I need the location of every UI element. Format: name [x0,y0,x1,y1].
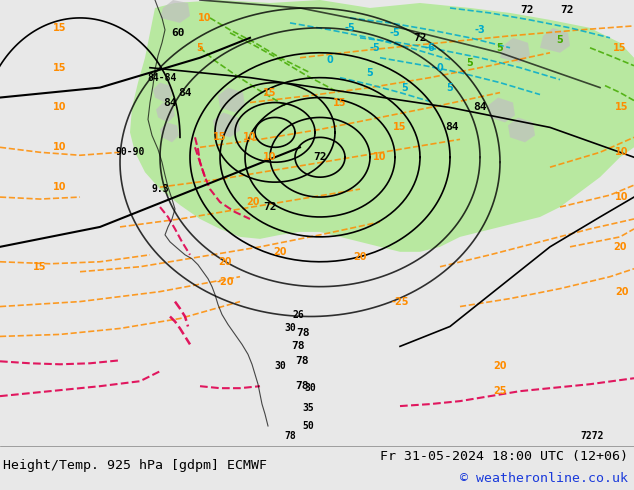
Text: 20: 20 [218,257,232,267]
Text: Fr 31-05-2024 18:00 UTC (12+06): Fr 31-05-2024 18:00 UTC (12+06) [380,450,628,464]
Text: 72: 72 [413,33,427,43]
Text: 10: 10 [53,102,67,113]
Text: 84: 84 [445,122,459,132]
Text: 10: 10 [263,152,277,162]
Text: 9.3: 9.3 [151,184,169,194]
Text: 50: 50 [302,421,314,431]
Polygon shape [508,118,535,142]
Text: 78: 78 [296,328,310,339]
Text: 78: 78 [295,381,309,391]
Text: -5: -5 [370,43,380,53]
Text: © weatheronline.co.uk: © weatheronline.co.uk [460,472,628,486]
Text: 26: 26 [292,310,304,319]
Polygon shape [153,83,172,102]
Text: 30: 30 [274,361,286,371]
Polygon shape [540,28,570,53]
Text: 20: 20 [613,242,627,252]
Text: 15: 15 [213,132,227,143]
Text: 10: 10 [198,13,212,23]
Text: 72: 72 [521,5,534,15]
Polygon shape [155,46,268,159]
Text: 7272: 7272 [580,431,604,441]
Text: 5: 5 [366,68,373,77]
Polygon shape [160,0,190,23]
Text: 10: 10 [53,142,67,152]
Text: 90-90: 90-90 [115,147,145,157]
Text: 5: 5 [446,83,453,93]
Text: 10: 10 [615,147,629,157]
Text: 15: 15 [53,63,67,73]
Text: 30: 30 [304,383,316,393]
Text: 35: 35 [302,403,314,413]
Text: 5: 5 [496,43,503,53]
Polygon shape [156,102,175,122]
Text: 5: 5 [467,58,474,68]
Text: 72: 72 [560,5,574,15]
Text: 15: 15 [33,262,47,272]
Text: -3: -3 [475,25,486,35]
Text: 0: 0 [327,55,333,65]
Text: Height/Temp. 925 hPa [gdpm] ECMWF: Height/Temp. 925 hPa [gdpm] ECMWF [3,459,267,472]
Text: 10: 10 [53,182,67,192]
Text: -5: -5 [390,28,401,38]
Text: 30: 30 [284,323,296,334]
Text: 84: 84 [473,102,487,113]
Polygon shape [213,113,240,137]
Text: 10: 10 [243,132,257,143]
Text: 20: 20 [615,287,629,296]
Text: 15: 15 [615,102,629,113]
Text: 84: 84 [178,88,191,98]
Text: 72: 72 [263,202,277,212]
Text: 10: 10 [615,192,629,202]
Text: 84-84: 84-84 [147,73,177,83]
Text: 20: 20 [273,247,287,257]
Text: 78: 78 [284,431,296,441]
Text: 5: 5 [401,83,408,93]
Text: 15: 15 [53,23,67,33]
Text: 25: 25 [493,386,507,396]
Text: 60: 60 [171,28,184,38]
Text: 0: 0 [437,63,443,73]
Text: 72: 72 [313,152,327,162]
Polygon shape [130,0,634,252]
Text: 15: 15 [263,88,277,98]
Text: -5: -5 [345,23,356,33]
Text: 78: 78 [295,356,309,367]
Text: -6: -6 [425,43,436,53]
Text: 10: 10 [373,152,387,162]
Text: 84: 84 [163,98,177,107]
Text: 20: 20 [246,197,260,207]
Text: 15: 15 [613,43,627,53]
Text: 20: 20 [353,252,366,262]
Text: -25: -25 [391,296,409,307]
Polygon shape [500,38,530,63]
Polygon shape [218,88,245,113]
Text: 78: 78 [291,342,305,351]
Polygon shape [160,122,179,142]
Text: 5: 5 [197,43,204,53]
Text: 15: 15 [333,98,347,107]
Polygon shape [488,98,515,122]
Text: 20: 20 [493,361,507,371]
Text: 15: 15 [393,122,407,132]
Text: -20: -20 [216,277,234,287]
Text: 5: 5 [557,35,564,45]
